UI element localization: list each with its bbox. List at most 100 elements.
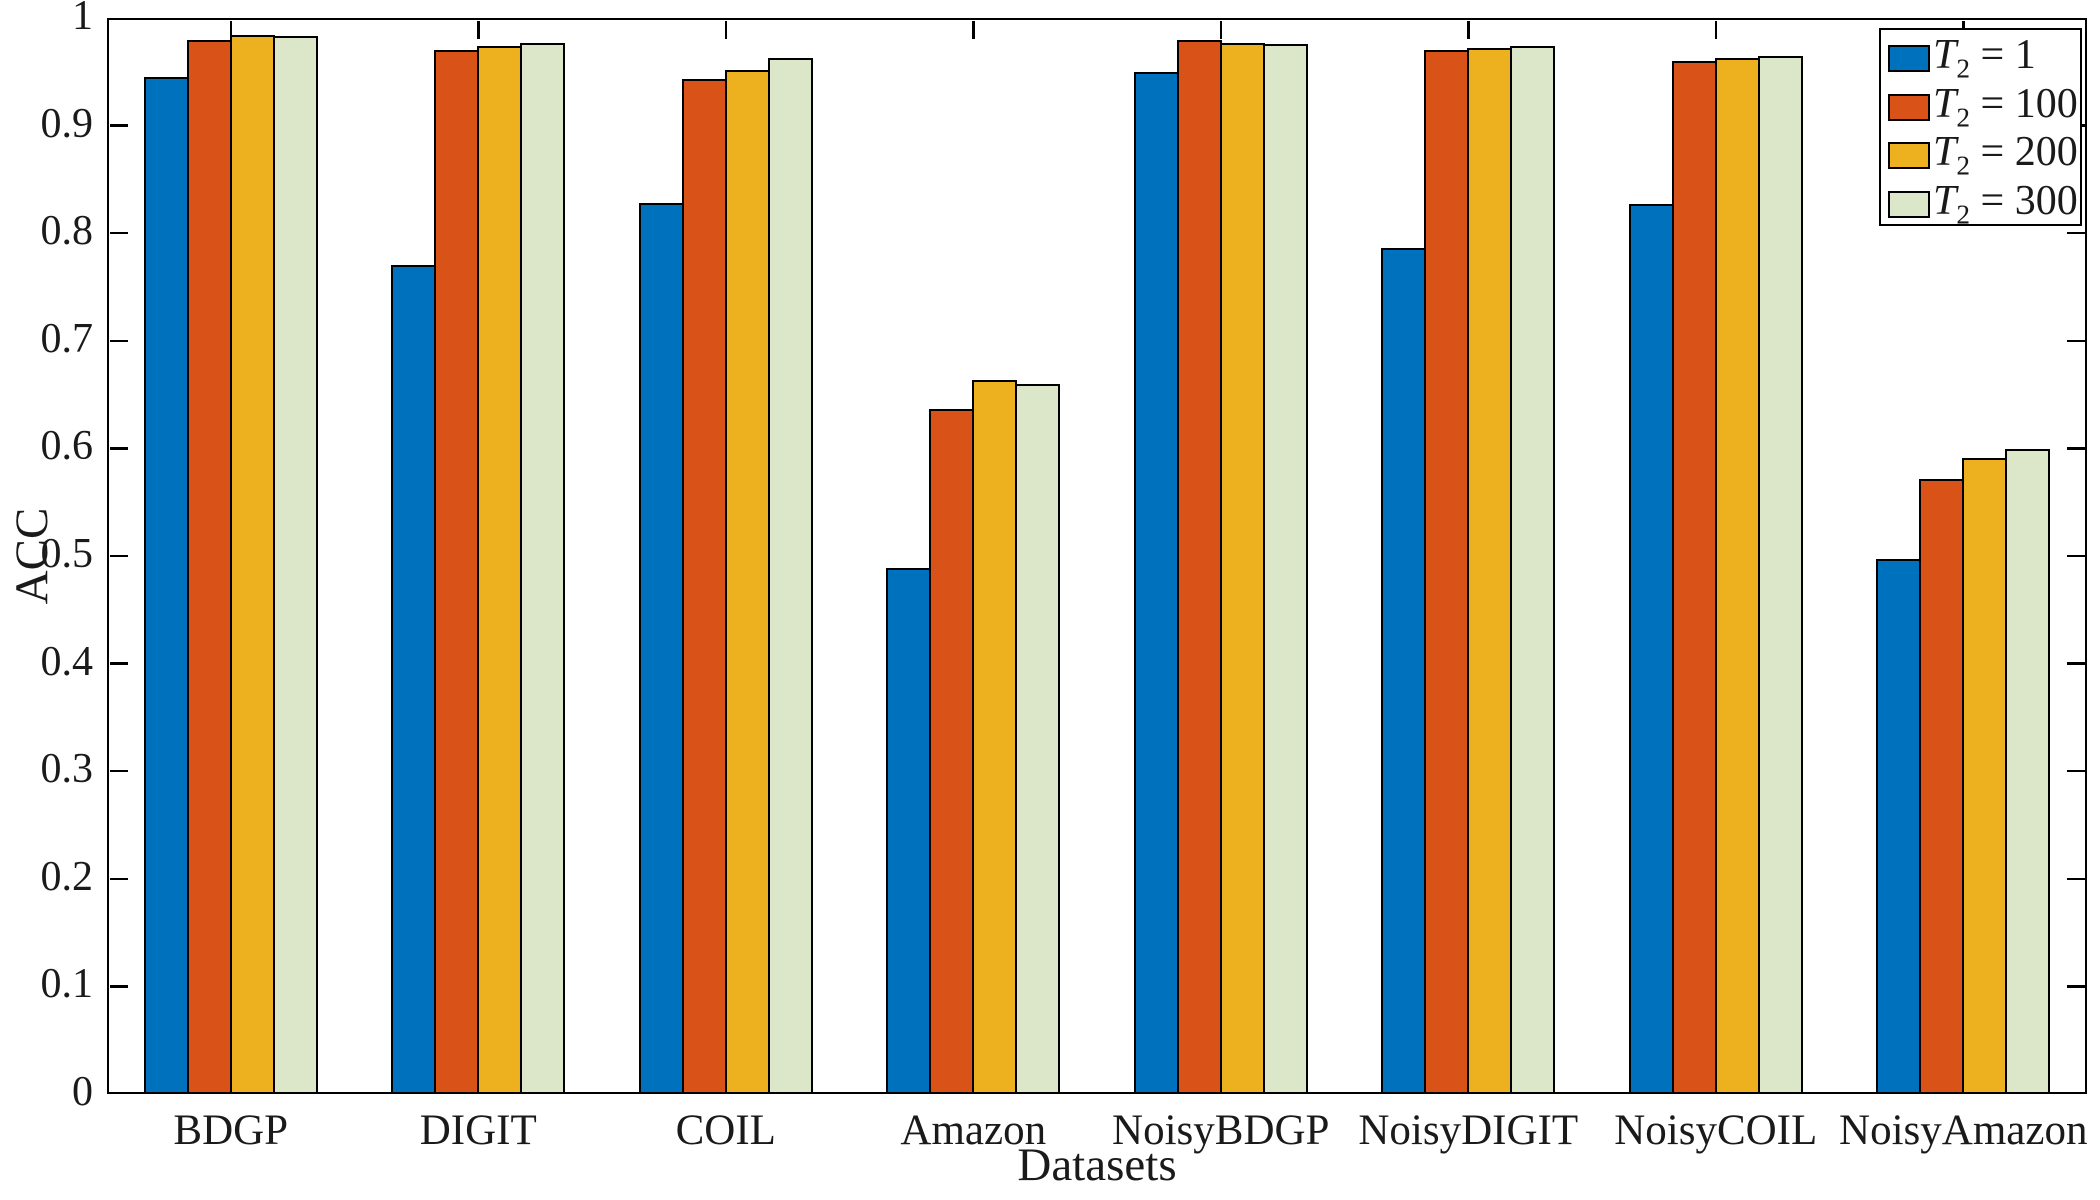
legend-label: T2 = 200 <box>1933 131 2078 180</box>
bar-COIL-T2=300 <box>767 57 813 1094</box>
legend: T2 = 1 T2 = 100 T2 = 200 T2 = 300 <box>1879 28 2082 229</box>
x-tick-top <box>972 20 975 39</box>
legend-swatch <box>1888 142 1930 170</box>
legend-label-value: = 300 <box>1970 178 2078 225</box>
y-tick-label: 0.4 <box>40 638 94 685</box>
legend-item: T2 = 300 <box>1888 180 2080 229</box>
legend-label-value: = 200 <box>1970 129 2078 176</box>
bar-DIGIT-T2=100 <box>434 50 480 1094</box>
y-tick <box>109 231 128 235</box>
y-tick-label: 0.2 <box>40 853 94 900</box>
y-tick <box>109 447 128 450</box>
x-tick-label: COIL <box>675 1107 776 1154</box>
legend-label: T2 = 1 <box>1933 34 2036 83</box>
x-tick-label: DIGIT <box>419 1107 537 1154</box>
bar-NoisyAmazon-T2=1 <box>1876 559 1922 1094</box>
y-tick <box>109 769 128 773</box>
y-tick-label: 0.1 <box>40 961 94 1008</box>
y-tick <box>109 339 128 343</box>
bar-NoisyCOIL-T2=1 <box>1628 204 1674 1094</box>
bar-NoisyCOIL-T2=200 <box>1714 57 1760 1094</box>
y-tick-label: 0.8 <box>40 208 94 255</box>
bar-COIL-T2=200 <box>724 69 770 1094</box>
legend-item: T2 = 100 <box>1888 83 2080 132</box>
y-tick <box>109 554 128 558</box>
legend-label: T2 = 300 <box>1933 180 2078 229</box>
bar-Amazon-T2=300 <box>1015 383 1061 1094</box>
bar-NoisyAmazon-T2=300 <box>2005 449 2051 1094</box>
legend-item: T2 = 200 <box>1888 131 2080 180</box>
bar-DIGIT-T2=1 <box>391 265 437 1094</box>
y-tick-label: 0.9 <box>40 100 94 147</box>
bar-NoisyCOIL-T2=300 <box>1757 55 1803 1094</box>
bar-Amazon-T2=200 <box>972 379 1018 1094</box>
y-tick <box>109 124 128 127</box>
bar-NoisyCOIL-T2=100 <box>1671 61 1717 1094</box>
bar-NoisyBDGP-T2=300 <box>1262 43 1308 1094</box>
y-tick-label: 0.5 <box>40 531 94 578</box>
x-tick-label: NoisyDIGIT <box>1358 1107 1579 1154</box>
legend-label: T2 = 100 <box>1933 83 2078 132</box>
y-tick-right <box>2066 769 2085 773</box>
bar-NoisyBDGP-T2=200 <box>1219 42 1265 1094</box>
y-axis-label: ACC <box>6 507 58 605</box>
bar-NoisyDIGIT-T2=100 <box>1424 50 1470 1094</box>
legend-label-symbol: T <box>1933 178 1957 225</box>
bar-BDGP-T2=100 <box>186 39 232 1094</box>
x-axis-label: Datasets <box>1017 1139 1177 1191</box>
x-tick-label: NoisyBDGP <box>1112 1107 1330 1154</box>
legend-label-subscript: 2 <box>1956 150 1971 181</box>
legend-label-subscript: 2 <box>1956 53 1971 84</box>
bar-NoisyDIGIT-T2=300 <box>1510 45 1556 1094</box>
x-tick-top <box>724 20 727 39</box>
bar-COIL-T2=1 <box>638 203 684 1094</box>
x-tick-top <box>1219 20 1222 39</box>
y-tick-right <box>2066 985 2085 988</box>
bar-Amazon-T2=1 <box>886 567 932 1094</box>
bar-BDGP-T2=200 <box>229 35 275 1094</box>
y-tick <box>109 877 128 881</box>
bar-NoisyBDGP-T2=100 <box>1176 39 1222 1094</box>
bar-NoisyAmazon-T2=100 <box>1919 478 1965 1094</box>
x-tick-top <box>1467 20 1470 39</box>
x-tick-label: Amazon <box>900 1107 1047 1154</box>
y-tick-right <box>2066 339 2085 343</box>
legend-swatch <box>1888 93 1930 121</box>
bar-NoisyAmazon-T2=200 <box>1962 458 2008 1094</box>
bar-DIGIT-T2=200 <box>477 45 523 1094</box>
x-tick-top <box>1714 20 1717 39</box>
bar-NoisyDIGIT-T2=1 <box>1381 248 1427 1094</box>
y-tick-label: 0.6 <box>40 423 94 470</box>
x-tick-label: NoisyAmazon <box>1839 1107 2088 1154</box>
y-tick-label: 0 <box>72 1069 93 1116</box>
y-tick <box>109 985 128 988</box>
bar-NoisyBDGP-T2=1 <box>1133 71 1179 1094</box>
y-tick-right <box>2066 554 2085 558</box>
legend-item: T2 = 1 <box>1888 34 2080 83</box>
y-tick-right <box>2066 877 2085 881</box>
legend-label-symbol: T <box>1933 80 1957 127</box>
legend-swatch <box>1888 190 1930 218</box>
legend-label-subscript: 2 <box>1956 199 1971 230</box>
bar-BDGP-T2=1 <box>143 77 189 1094</box>
legend-label-symbol: T <box>1933 32 1957 78</box>
legend-swatch <box>1888 44 1930 72</box>
x-tick-label: BDGP <box>173 1107 289 1154</box>
y-tick-label: 1 <box>72 0 93 40</box>
y-tick-right <box>2066 662 2085 665</box>
bar-BDGP-T2=300 <box>272 36 318 1094</box>
bar-DIGIT-T2=300 <box>520 42 566 1094</box>
bar-NoisyDIGIT-T2=200 <box>1467 48 1513 1094</box>
legend-label-value: = 100 <box>1970 80 2078 127</box>
y-tick-right <box>2066 447 2085 450</box>
bar-COIL-T2=100 <box>681 79 727 1094</box>
y-tick-label: 0.7 <box>40 315 94 362</box>
y-tick <box>109 662 128 665</box>
x-tick-top <box>229 20 232 39</box>
x-tick-top <box>477 20 480 39</box>
legend-label-subscript: 2 <box>1956 102 1971 133</box>
x-tick-label: NoisyCOIL <box>1614 1107 1818 1154</box>
legend-label-symbol: T <box>1933 129 1957 176</box>
plot-area <box>107 18 2087 1094</box>
